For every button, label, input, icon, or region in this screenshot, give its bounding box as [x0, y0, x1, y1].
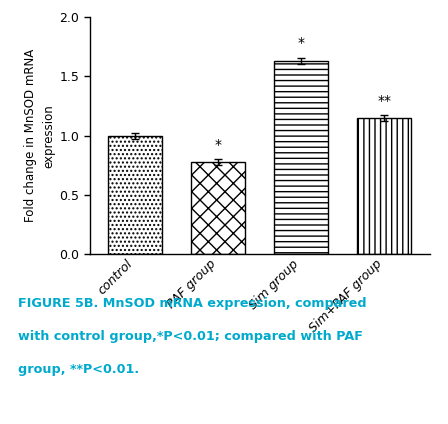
Text: group, **P<0.01.: group, **P<0.01.	[18, 363, 139, 376]
Text: *: *	[215, 138, 222, 152]
Bar	[274, 61, 328, 254]
Bar	[358, 118, 411, 254]
Y-axis label: Fold change in MnSOD mRNA
expression: Fold change in MnSOD mRNA expression	[24, 49, 55, 222]
Text: **: **	[377, 94, 392, 108]
Bar	[108, 136, 162, 254]
Bar	[191, 162, 246, 254]
Text: with control group,*P<0.01; compared with PAF: with control group,*P<0.01; compared wit…	[18, 330, 363, 343]
Text: FIGURE 5B. MnSOD mRNA expression, compared: FIGURE 5B. MnSOD mRNA expression, compar…	[18, 297, 366, 310]
Text: *: *	[298, 36, 305, 50]
